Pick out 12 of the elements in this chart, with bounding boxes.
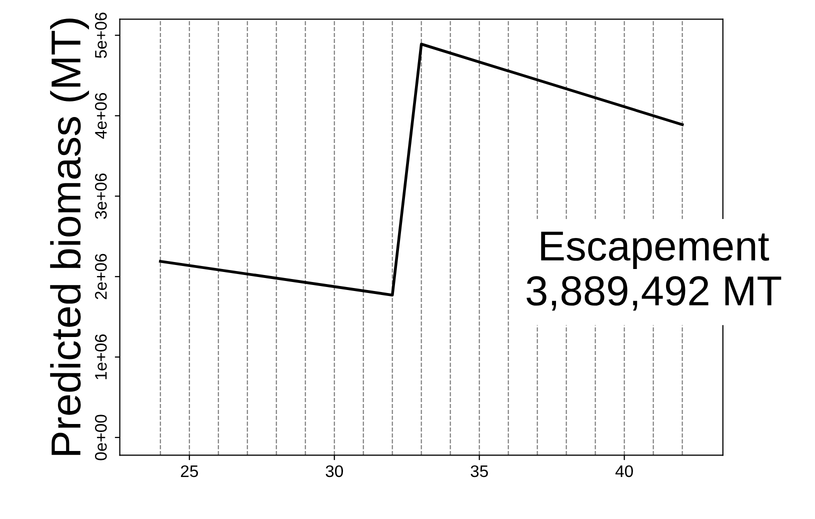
x-tick-label: 25	[180, 465, 198, 478]
x-tick-label: 35	[470, 465, 488, 478]
y-tick-label: 1e+06	[94, 334, 107, 380]
y-tick-label: 5e+06	[94, 12, 107, 58]
x-tick-label: 30	[326, 465, 343, 478]
y-tick-label: 4e+06	[94, 93, 107, 139]
y-tick-label: 3e+06	[94, 173, 107, 219]
y-tick-label: 2e+06	[94, 254, 107, 300]
y-axis-title: Predicted biomass (MT)	[50, 18, 89, 455]
y-tick-label: 0e+00	[94, 414, 107, 460]
x-tick-label: 40	[615, 465, 633, 478]
annotation: Escapement 3,889,492 MT	[526, 232, 782, 311]
